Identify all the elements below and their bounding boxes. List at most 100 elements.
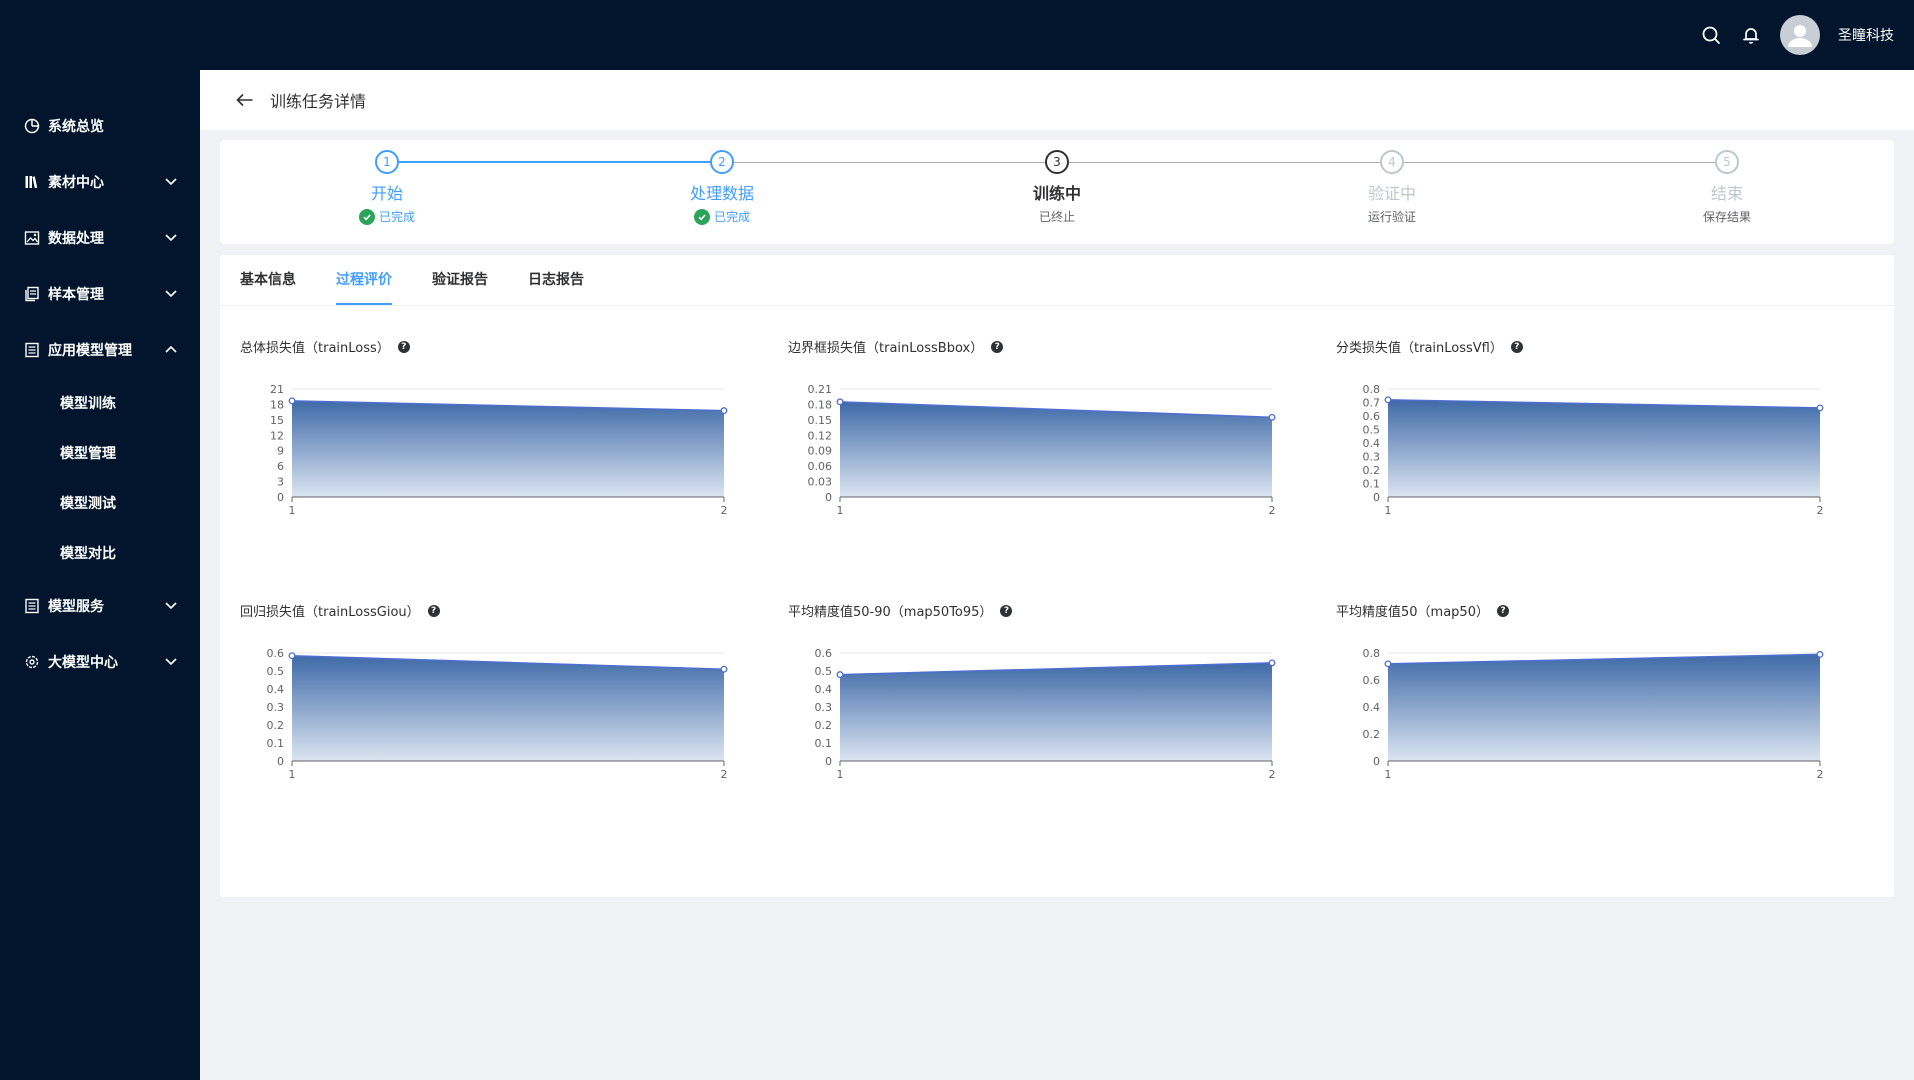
y-tick-label: 0.6	[815, 647, 833, 660]
chart-canvas: 0 0.1 0.2 0.3 0.4 0.5 0.6 1 2	[815, 647, 1276, 781]
sidebar-item-label: 素材中心	[48, 175, 104, 191]
step-title: 处理数据	[689, 184, 754, 203]
bell-icon[interactable]	[1740, 24, 1762, 46]
step-connector	[1057, 162, 1392, 163]
x-tick-label: 2	[1817, 504, 1824, 517]
chart-title: 回归损失值（trainLossGiou）?	[240, 601, 440, 620]
tab-validation-report[interactable]: 验证报告	[432, 272, 488, 288]
y-tick-label: 0.03	[808, 476, 833, 489]
chevron-down-icon	[165, 658, 177, 666]
sidebar-item-data-processing[interactable]: 数据处理	[0, 210, 200, 266]
series-line	[839, 662, 1273, 676]
series-line	[291, 654, 725, 670]
step-number: 1	[375, 150, 399, 174]
step-number: 2	[710, 150, 734, 174]
data-point	[720, 407, 728, 415]
data-point	[288, 397, 296, 405]
chart-title-text: 分类损失值（trainLossVfl）	[1336, 341, 1503, 356]
step-desc-text: 已终止	[1038, 210, 1075, 224]
step-desc-text: 已完成	[713, 210, 750, 224]
step-number: 5	[1715, 150, 1739, 174]
data-point	[836, 671, 844, 679]
sidebar-subitem-model-management[interactable]: 模型管理	[60, 446, 116, 462]
sidebar-item-label: 样本管理	[48, 287, 104, 303]
chart-title: 平均精度值50-90（map50To95）?	[788, 601, 1013, 620]
sidebar-item-app-model-management[interactable]: 应用模型管理	[0, 322, 200, 378]
chart-title: 总体损失值（trainLoss）?	[240, 337, 410, 356]
sidebar-subitem-model-training[interactable]: 模型训练	[60, 396, 116, 412]
page-title: 训练任务详情	[270, 92, 367, 111]
y-tick-label: 18	[270, 398, 284, 411]
chart-title-text: 平均精度值50-90（map50To95）	[788, 605, 993, 620]
y-tick-label: 0	[277, 755, 284, 768]
help-icon[interactable]: ?	[397, 340, 410, 353]
x-tick-label: 1	[289, 768, 296, 781]
sidebar-item-model-service[interactable]: 模型服务	[0, 578, 200, 634]
y-tick-label: 0.4	[267, 683, 285, 696]
y-tick-label: 0	[825, 755, 832, 768]
y-tick-label: 0.6	[1363, 674, 1381, 687]
sidebar-item-label: 系统总览	[48, 119, 104, 135]
series-area	[840, 662, 1272, 761]
data-point	[1268, 659, 1276, 667]
chart-train-loss: 总体损失值（trainLoss）? 0 3 6 9 12 15 18 21 1 2	[240, 337, 760, 577]
help-icon[interactable]: ?	[427, 604, 440, 617]
avatar[interactable]	[1780, 15, 1820, 55]
sidebar-item-samples[interactable]: 样本管理	[0, 266, 200, 322]
y-tick-label: 0.3	[267, 701, 285, 714]
sidebar-item-label: 模型服务	[48, 599, 104, 615]
step-connector	[387, 161, 722, 163]
x-tick-label: 1	[289, 504, 296, 517]
chart-title: 平均精度值50（map50）?	[1336, 601, 1509, 620]
sidebar-item-label: 应用模型管理	[48, 343, 132, 359]
step-number: 3	[1045, 150, 1069, 174]
sidebar-subitem-model-testing[interactable]: 模型测试	[60, 496, 116, 512]
y-tick-label: 0.3	[1363, 451, 1381, 464]
sidebar-item-large-model-center[interactable]: 大模型中心	[0, 634, 200, 690]
tab-log-report[interactable]: 日志报告	[528, 272, 584, 288]
y-tick-label: 0.4	[1363, 437, 1381, 450]
y-tick-label: 0.6	[1363, 410, 1381, 423]
series-line	[1387, 399, 1821, 409]
data-point	[1384, 396, 1392, 404]
tab-bar: 基本信息 过程评价 验证报告 日志报告	[240, 255, 584, 305]
sidebar-item-materials[interactable]: 素材中心	[0, 154, 200, 210]
chevron-down-icon	[165, 234, 177, 242]
help-icon[interactable]: ?	[1510, 340, 1523, 353]
search-icon[interactable]	[1700, 24, 1722, 46]
step-desc: 已完成	[632, 208, 812, 225]
step-training: 3 训练中 已终止	[967, 150, 1147, 225]
series-area	[1388, 654, 1820, 761]
x-tick-label: 1	[1385, 504, 1392, 517]
chart-title: 分类损失值（trainLossVfl）?	[1336, 337, 1523, 356]
chart-title-text: 总体损失值（trainLoss）	[240, 341, 390, 356]
step-desc: 运行验证	[1302, 208, 1482, 225]
tab-basic-info[interactable]: 基本信息	[240, 272, 296, 288]
y-tick-label: 21	[270, 383, 284, 396]
y-tick-label: 0.1	[1363, 478, 1381, 491]
step-title: 训练中	[1032, 184, 1081, 203]
chart-title-text: 平均精度值50（map50）	[1336, 605, 1489, 620]
y-tick-label: 0.4	[815, 683, 833, 696]
data-point	[836, 398, 844, 406]
help-icon[interactable]: ?	[991, 340, 1004, 353]
company-name[interactable]: 圣瞳科技	[1838, 28, 1894, 44]
chart-canvas: 0 0.1 0.2 0.3 0.4 0.5 0.6 1 2	[267, 647, 728, 781]
y-tick-label: 0.3	[815, 701, 833, 714]
y-tick-label: 9	[277, 445, 284, 458]
step-desc: 已终止	[967, 208, 1147, 225]
tab-process-evaluation[interactable]: 过程评价	[336, 255, 392, 305]
series-area	[840, 401, 1272, 497]
chart-canvas: 0 0.2 0.4 0.6 0.8 1 2	[1363, 647, 1824, 781]
help-icon[interactable]: ?	[1000, 604, 1013, 617]
sidebar: 系统总览 素材中心 数据处理 样本管理 应用模型管理 模型训练 模型管理 模型测…	[0, 70, 200, 1080]
help-icon[interactable]: ?	[1496, 604, 1509, 617]
series-area	[292, 655, 724, 761]
sidebar-subitem-model-comparison[interactable]: 模型对比	[60, 546, 116, 562]
tabs-divider	[220, 305, 1894, 306]
steps-card: 1 开始 已完成 2 处理数据 已完成 3 训练中 已终止 4 验证中 运行验证…	[220, 140, 1894, 244]
sidebar-item-overview[interactable]: 系统总览	[0, 98, 200, 154]
step-end: 5 结束 保存结果	[1637, 150, 1817, 225]
back-arrow-icon[interactable]	[236, 90, 256, 110]
